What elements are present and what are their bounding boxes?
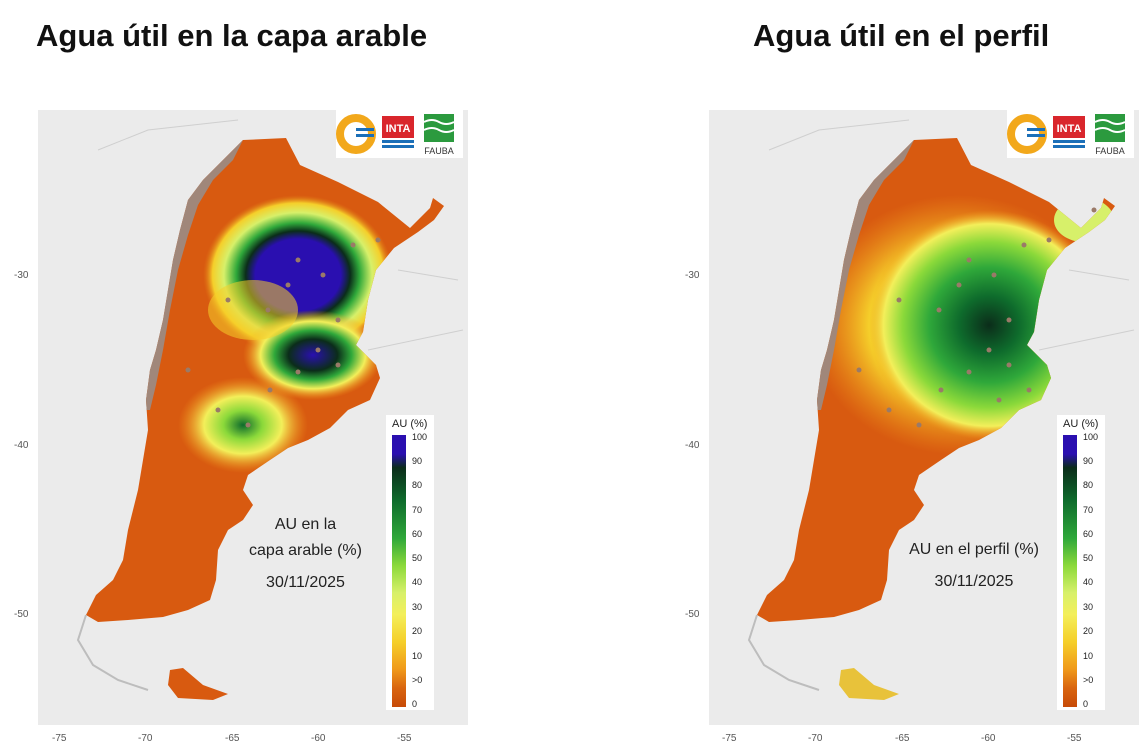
caption-date: 30/11/2025 <box>266 574 345 591</box>
legend-tick: 80 <box>1083 480 1094 490</box>
map-perfil <box>747 119 1135 700</box>
legend-tick: 10 <box>412 651 423 661</box>
map-panel-perfil: INTA FAUBA AU en el perfil (%) 30/11/202… <box>709 110 1139 725</box>
caption-date: 30/11/2025 <box>934 573 1014 590</box>
caption-perfil: AU en el perfil (%) 30/11/2025 <box>894 537 1054 595</box>
inta-logo-text: INTA <box>386 123 411 135</box>
legend-tick: 20 <box>412 626 423 636</box>
caption-line-1: AU en la <box>274 516 337 533</box>
y-tick-left-30: -30 <box>14 270 29 281</box>
fauba-logo: FAUBA <box>1094 114 1126 156</box>
fauba-logo-text: FAUBA <box>424 146 454 156</box>
legend-tick: 70 <box>412 505 423 515</box>
legend-tick: 80 <box>412 480 423 490</box>
legend-tick: 60 <box>1083 529 1094 539</box>
caption-arable: AU en la capa arable (%) 30/11/2025 <box>233 512 378 596</box>
legend-tick: 90 <box>412 456 423 466</box>
caption-line-2: capa arable (%) <box>249 542 362 559</box>
inta-logo-text: INTA <box>1057 123 1082 135</box>
legend-tick: 30 <box>1083 602 1094 612</box>
y-tick-right-50: -50 <box>685 609 700 620</box>
y-tick-right-30: -30 <box>685 270 700 281</box>
map-panel-arable: INTA FAUBA AU en la capa arable (%) 30/1… <box>38 110 468 725</box>
legend-tick: 90 <box>1083 456 1094 466</box>
inta-logo: INTA <box>1053 116 1085 148</box>
legend-tick: 40 <box>1083 577 1094 587</box>
legend-title: AU (%) <box>392 418 428 430</box>
x-tick-right-75: -75 <box>722 733 737 744</box>
legend-tick: 50 <box>412 553 423 563</box>
x-tick-left-65: -65 <box>225 733 240 744</box>
x-tick-right-65: -65 <box>895 733 910 744</box>
legend-color-bar <box>1063 435 1077 707</box>
legend-tick: 100 <box>412 432 428 442</box>
caption-line-1: AU en el perfil (%) <box>909 541 1039 558</box>
x-tick-right-70: -70 <box>808 733 823 744</box>
logos-right: INTA FAUBA <box>1007 110 1134 158</box>
x-tick-left-75: -75 <box>52 733 67 744</box>
conae-logo <box>336 114 376 154</box>
legend-tick: 0 <box>412 699 418 709</box>
fauba-logo: FAUBA <box>423 114 455 156</box>
title-right: Agua útil en el perfil <box>753 18 1050 53</box>
legend-tick: 40 <box>412 577 423 587</box>
inta-logo: INTA <box>382 116 414 148</box>
x-tick-right-60: -60 <box>981 733 996 744</box>
fauba-logo-text: FAUBA <box>1095 146 1125 156</box>
x-tick-left-60: -60 <box>311 733 326 744</box>
map-arable <box>76 119 464 700</box>
conae-logo <box>1007 114 1047 154</box>
legend-tick: 70 <box>1083 505 1094 515</box>
title-left: Agua útil en la capa arable <box>36 18 428 53</box>
legend-tick: >0 <box>1083 675 1094 685</box>
legend-title: AU (%) <box>1063 418 1099 430</box>
legend-tick: 100 <box>1083 432 1099 442</box>
x-tick-left-70: -70 <box>138 733 153 744</box>
legend-tick: 60 <box>412 529 423 539</box>
x-tick-left-55: -55 <box>397 733 412 744</box>
legend-tick: 0 <box>1083 699 1089 709</box>
legend-tick: 50 <box>1083 553 1094 563</box>
logos-left: INTA FAUBA <box>336 110 463 158</box>
legend-tick: 30 <box>412 602 423 612</box>
legend-right: AU (%) 100 90 80 70 60 50 40 30 20 10 >0… <box>1057 415 1105 710</box>
legend-tick: 10 <box>1083 651 1094 661</box>
legend-color-bar <box>392 435 406 707</box>
legend-left: AU (%) 100 90 80 70 60 50 40 30 20 10 >0… <box>386 415 434 710</box>
x-tick-right-55: -55 <box>1067 733 1082 744</box>
legend-tick: 20 <box>1083 626 1094 636</box>
y-tick-left-50: -50 <box>14 609 29 620</box>
legend-tick: >0 <box>412 675 423 685</box>
y-tick-left-40: -40 <box>14 440 29 451</box>
y-tick-right-40: -40 <box>685 440 700 451</box>
